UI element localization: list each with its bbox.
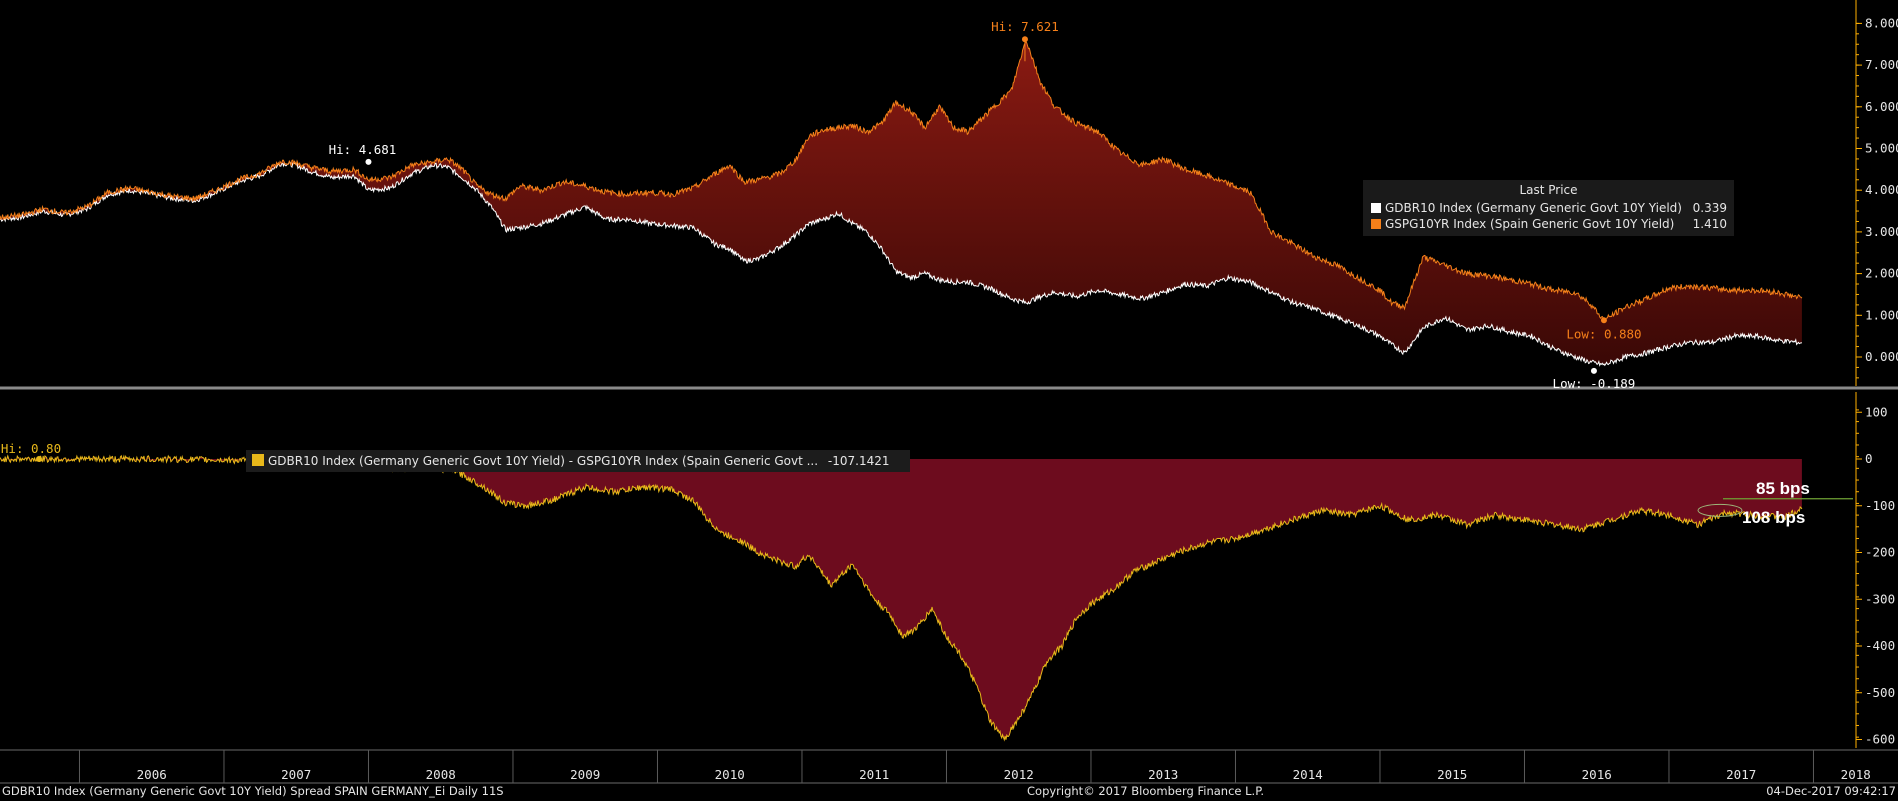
spread-high-label: Hi: 0.80	[1, 441, 61, 456]
legend-row-germany: GDBR10 Index (Germany Generic Govt 10Y Y…	[1371, 201, 1727, 216]
upper-legend: Last Price GDBR10 Index (Germany Generic…	[1363, 180, 1734, 236]
spain-low-marker	[1600, 317, 1607, 324]
footer-copyright: Copyright© 2017 Bloomberg Finance L.P.	[1027, 784, 1264, 798]
spread-legend: GDBR10 Index (Germany Generic Govt 10Y Y…	[246, 450, 910, 472]
lower-y-tick-label: -300	[1865, 591, 1895, 606]
x-year-label: 2018	[1841, 767, 1871, 782]
axes: 8.000 7.000 6.000 5.000 4.000 3.000 2.000 1.000…	[0, 0, 1898, 784]
footer-timestamp: 04-Dec-2017 09:42:17	[1766, 784, 1896, 798]
legend-title: Last Price	[1519, 183, 1578, 197]
legend-label-spain: GSPG10YR Index (Spain Generic Govt 10Y Y…	[1385, 217, 1675, 231]
legend-swatch-germany	[1371, 203, 1381, 213]
x-year-label: 2014	[1293, 767, 1323, 782]
lower-y-tick-label: -600	[1865, 732, 1895, 747]
upper-y-tick-label: 1.000	[1865, 307, 1898, 322]
spread-legend-label: GDBR10 Index (Germany Generic Govt 10Y Y…	[268, 454, 819, 468]
lower-y-tick-label: -400	[1865, 638, 1895, 653]
x-year-label: 2011	[859, 767, 889, 782]
lower-y-tick-label: -200	[1865, 545, 1895, 560]
footer-description: GDBR10 Index (Germany Generic Govt 10Y Y…	[2, 784, 504, 798]
x-year-label: 2006	[137, 767, 167, 782]
upper-y-tick-label: 8.000	[1865, 15, 1898, 30]
upper-y-tick-label: 2.000	[1865, 266, 1898, 281]
x-year-label: 2013	[1148, 767, 1178, 782]
upper-y-tick-label: 5.000	[1865, 141, 1898, 156]
upper-y-tick-label: 3.000	[1865, 224, 1898, 239]
upper-y-tick-label: 7.000	[1865, 57, 1898, 72]
legend-label-germany: GDBR10 Index (Germany Generic Govt 10Y Y…	[1385, 201, 1682, 215]
lower-panel	[0, 454, 1853, 742]
spain-high-label: Hi: 7.621	[991, 19, 1059, 34]
x-year-label: 2017	[1726, 767, 1756, 782]
last-value-circle	[1697, 503, 1743, 517]
upper-y-tick-label: 0.000	[1865, 349, 1898, 364]
legend-row-spain: GSPG10YR Index (Spain Generic Govt 10Y Y…	[1371, 217, 1727, 232]
x-year-label: 2008	[426, 767, 456, 782]
germany-high-label: Hi: 4.681	[329, 142, 397, 157]
callout-85-bps: 85 bps	[1756, 479, 1810, 498]
yield-spread-fill	[0, 41, 1802, 366]
spread-legend-value: -107.1421	[827, 454, 890, 468]
lower-y-tick-label: 100	[1865, 404, 1888, 419]
callout-108-bps: 108 bps	[1742, 508, 1806, 527]
germany-low-label: Low: -0.189	[1553, 376, 1636, 391]
legend-swatch-spain	[1371, 219, 1381, 229]
lower-y-tick-label: -100	[1865, 498, 1895, 513]
upper-panel	[0, 40, 1803, 367]
spain-yield-line	[0, 40, 1803, 323]
spread-fill	[0, 455, 1802, 740]
legend-value-spain: 1.410	[1692, 217, 1727, 231]
x-year-label: 2015	[1437, 767, 1467, 782]
spain-high-marker	[1021, 36, 1028, 43]
germany-low-marker	[1590, 367, 1597, 374]
spain-low-label: Low: 0.880	[1566, 326, 1641, 341]
upper-y-tick-label: 4.000	[1865, 182, 1898, 197]
annotations: Hi: 4.681 Hi: 7.621 Low: 0.880 Low: -0.189 H…	[1, 19, 1642, 462]
spread-high-marker	[36, 456, 43, 462]
lower-y-tick-label: 0	[1865, 451, 1873, 466]
lower-y-tick-label: -500	[1865, 685, 1895, 700]
legend-value-germany: 0.339	[1692, 201, 1727, 215]
x-year-label: 2016	[1582, 767, 1612, 782]
x-year-label: 2010	[715, 767, 745, 782]
x-year-label: 2009	[570, 767, 600, 782]
x-year-label: 2007	[281, 767, 311, 782]
germany-high-marker	[365, 158, 372, 165]
upper-y-tick-label: 6.000	[1865, 99, 1898, 114]
x-year-label: 2012	[1004, 767, 1034, 782]
legend-swatch-spread	[252, 454, 264, 466]
